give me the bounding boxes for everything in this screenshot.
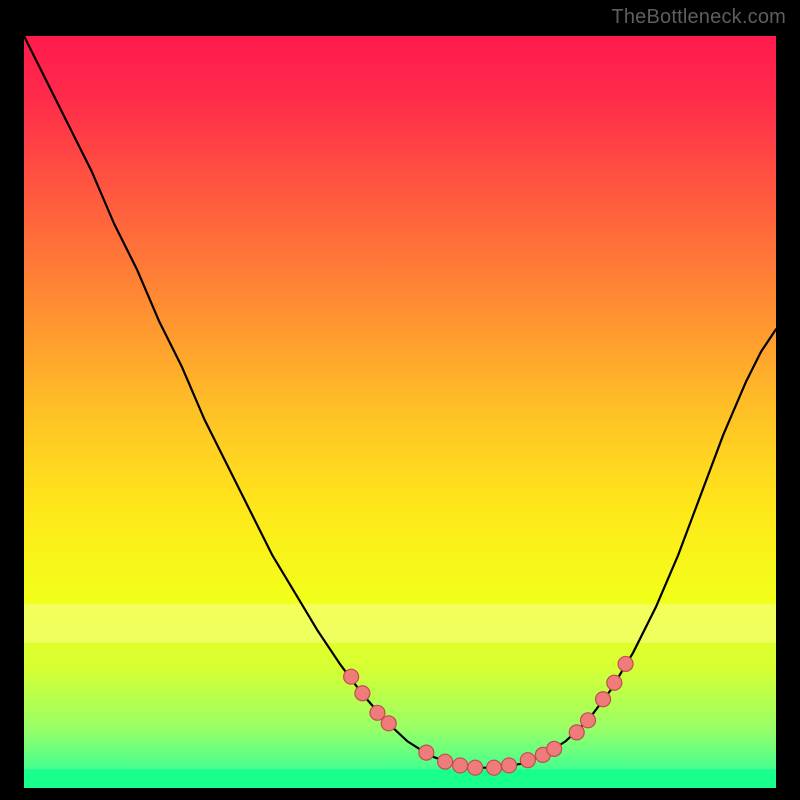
data-marker	[618, 656, 633, 671]
data-marker	[438, 754, 453, 769]
data-marker	[502, 758, 517, 773]
data-marker	[607, 675, 622, 690]
data-marker	[419, 745, 434, 760]
plot-area	[24, 36, 776, 788]
data-marker	[344, 669, 359, 684]
data-marker	[581, 713, 596, 728]
data-marker	[520, 753, 535, 768]
data-marker	[468, 760, 483, 775]
chart-svg	[24, 36, 776, 788]
attribution-text: TheBottleneck.com	[611, 6, 786, 29]
data-marker	[453, 758, 468, 773]
data-marker	[381, 716, 396, 731]
data-marker	[596, 692, 611, 707]
data-marker	[487, 760, 502, 775]
highlight-band	[24, 604, 776, 643]
green-strip	[24, 769, 776, 788]
data-marker	[569, 725, 584, 740]
data-marker	[355, 686, 370, 701]
data-marker	[547, 741, 562, 756]
plot-background	[24, 36, 776, 788]
chart-root: TheBottleneck.com	[0, 0, 800, 800]
